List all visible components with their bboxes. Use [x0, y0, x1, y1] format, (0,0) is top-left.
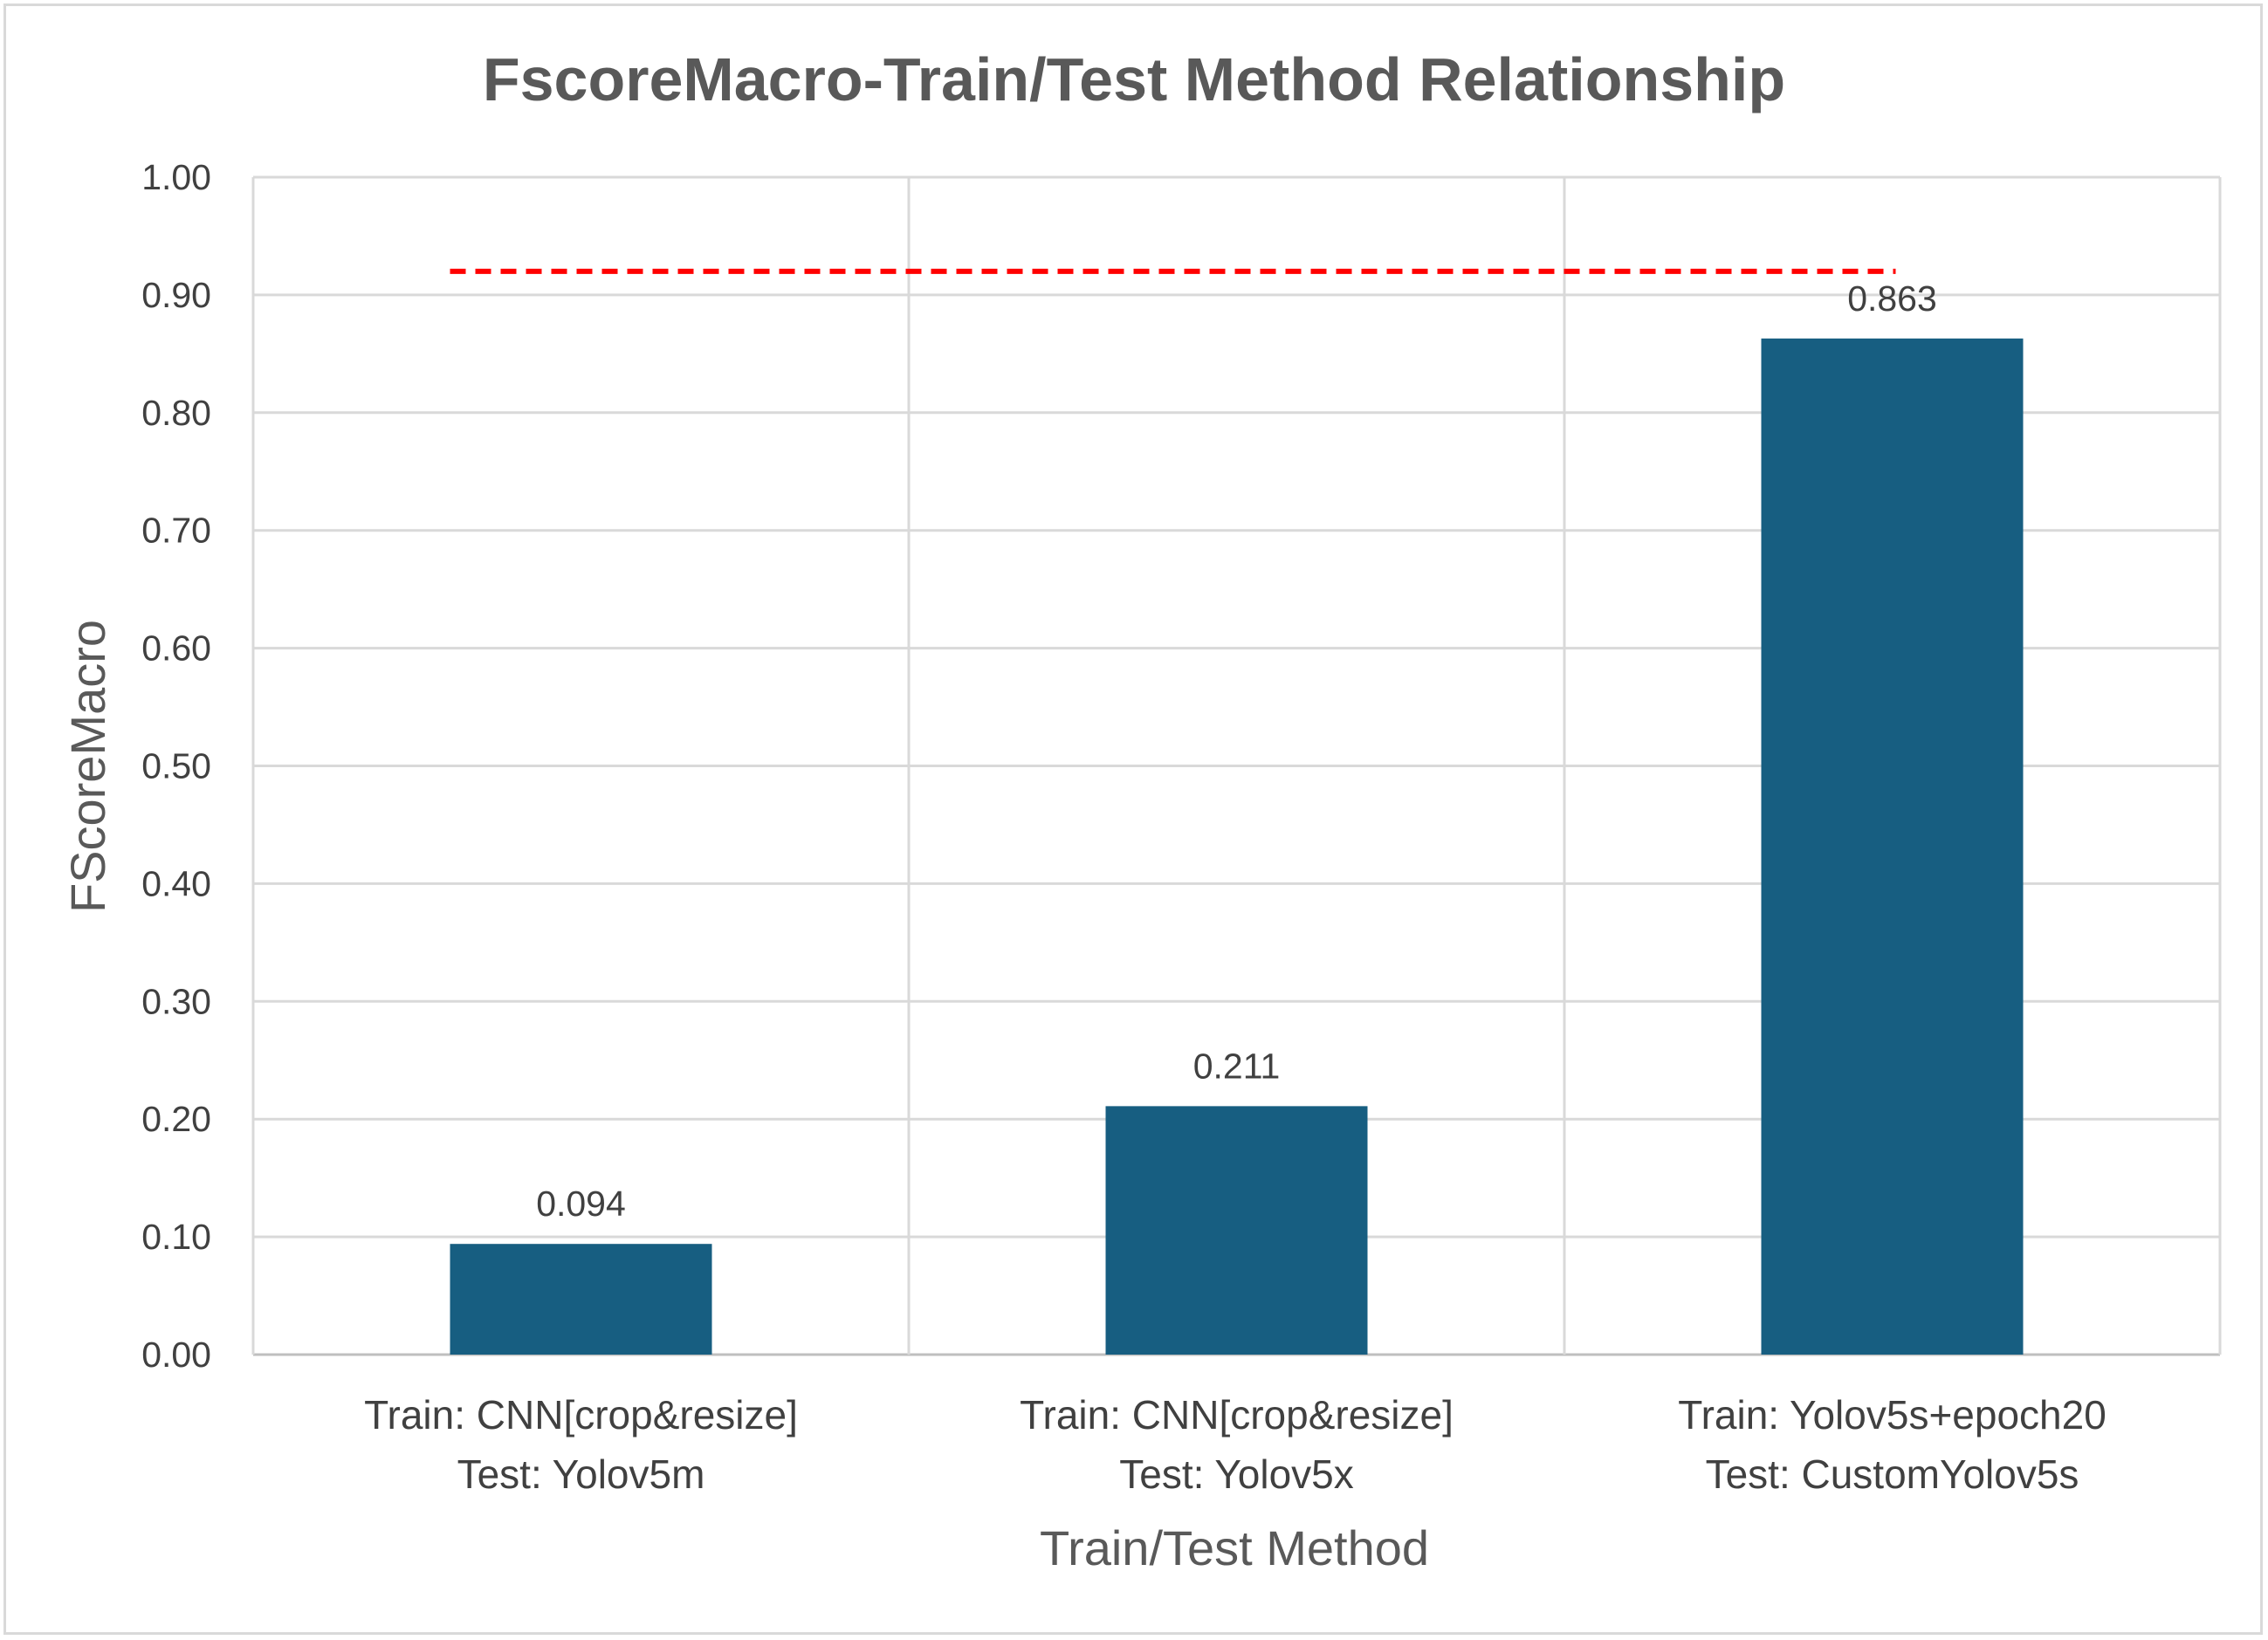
- y-tick-label: 0.10: [141, 1217, 211, 1257]
- x-category-label: Train: Yolov5s+epoch20: [1678, 1392, 2106, 1438]
- y-tick-label: 0.80: [141, 393, 211, 433]
- bar: [1761, 338, 2024, 1355]
- y-tick-label: 0.50: [141, 746, 211, 786]
- y-tick-labels: 0.00 0.10 0.20 0.30 0.40 0.50 0.60 0.70 0.80 0.90…: [141, 157, 211, 1375]
- x-axis-title: Train/Test Method: [1040, 1520, 1429, 1575]
- y-tick-label: 0.90: [141, 275, 211, 315]
- data-labels: 0.094 0.211 0.863: [536, 278, 1937, 1224]
- data-label: 0.211: [1193, 1046, 1281, 1086]
- bar: [450, 1244, 712, 1355]
- y-axis-title: FScoreMacro: [60, 620, 115, 913]
- y-tick-label: 0.70: [141, 511, 211, 551]
- x-category-label: Test: Yolov5m: [457, 1451, 705, 1497]
- x-category-label: Train: CNN[crop&resize]: [1020, 1392, 1454, 1438]
- x-category-labels: Train: CNN[crop&resize] Test: Yolov5m Trai…: [364, 1392, 2106, 1497]
- x-category-label: Test: Yolov5x: [1119, 1451, 1354, 1497]
- y-tick-label: 1.00: [141, 157, 211, 197]
- y-tick-label: 0.40: [141, 863, 211, 903]
- data-label: 0.094: [536, 1184, 626, 1224]
- x-category-label: Test: CustomYolov5s: [1706, 1451, 2079, 1497]
- bar: [1105, 1106, 1368, 1355]
- y-tick-label: 0.60: [141, 628, 211, 669]
- x-category-label: Train: CNN[crop&resize]: [364, 1392, 798, 1438]
- y-tick-label: 0.20: [141, 1099, 211, 1139]
- y-tick-label: 0.30: [141, 981, 211, 1021]
- data-label: 0.863: [1847, 278, 1937, 319]
- y-tick-label: 0.00: [141, 1335, 211, 1375]
- chart-title: FscoreMacro-Train/Test Method Relationsh…: [483, 45, 1785, 113]
- bars: [450, 338, 2024, 1355]
